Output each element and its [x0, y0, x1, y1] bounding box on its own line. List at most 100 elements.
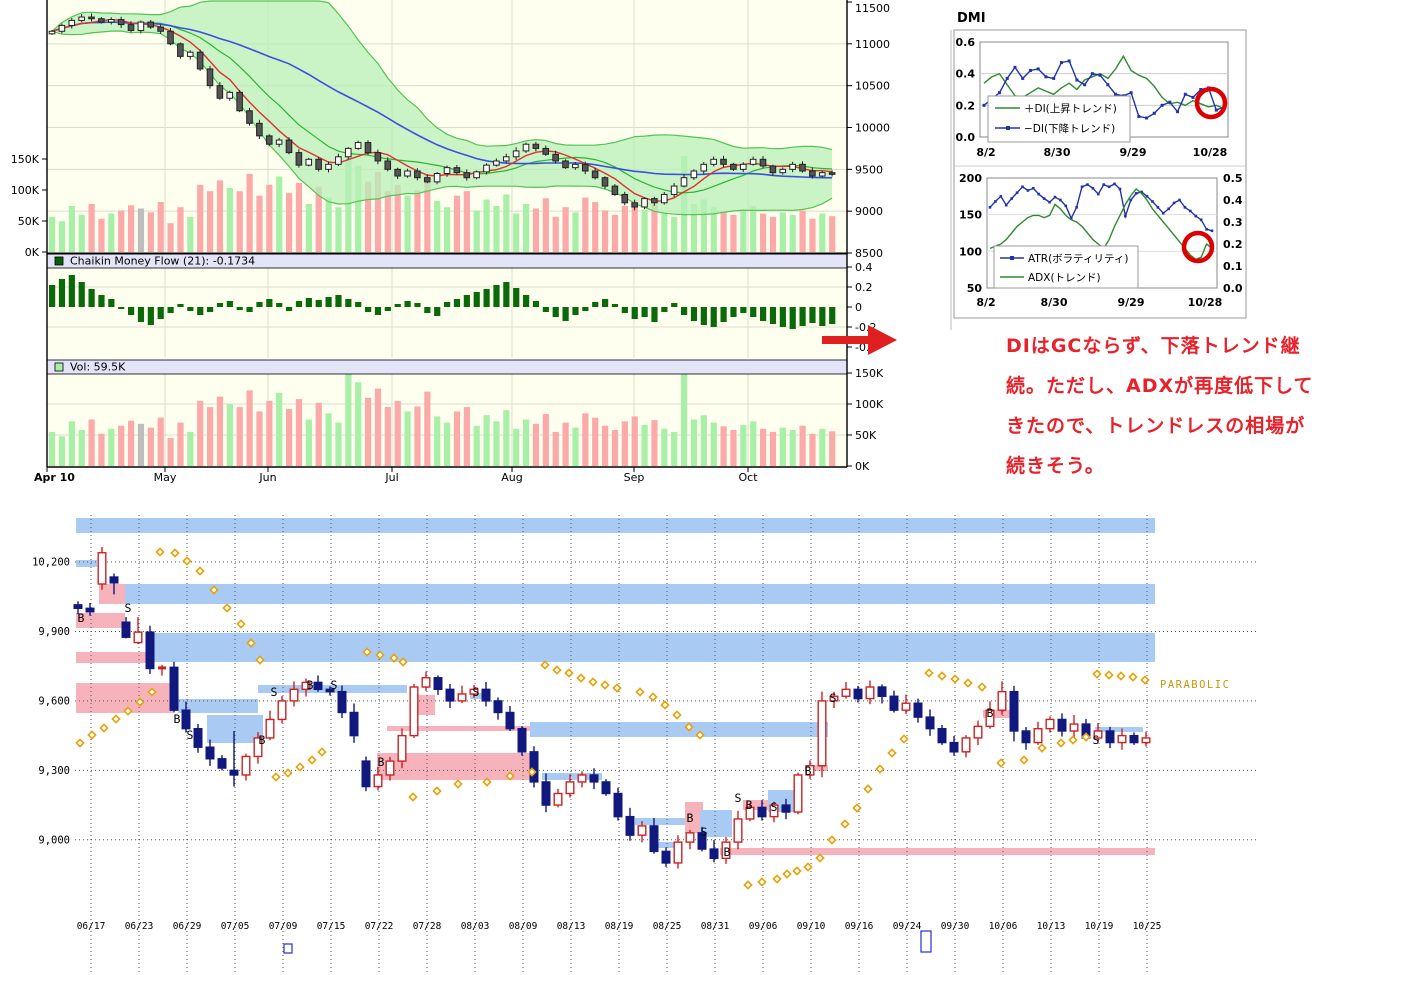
svg-text:11000: 11000: [855, 38, 890, 51]
svg-text:S: S: [701, 825, 708, 839]
svg-text:0.4: 0.4: [1223, 194, 1243, 207]
svg-text:8/2: 8/2: [976, 146, 995, 159]
svg-text:0.1: 0.1: [1223, 260, 1243, 273]
svg-text:9000: 9000: [855, 205, 883, 218]
candlesticks: [73, 546, 1151, 869]
svg-text:8/30: 8/30: [1044, 146, 1071, 159]
svg-text:S: S: [473, 685, 480, 699]
svg-text:9,300: 9,300: [38, 765, 70, 777]
note-line: DIはGCならず、下落トレンド継: [1006, 335, 1301, 357]
svg-text:B: B: [174, 712, 181, 726]
svg-text:100K: 100K: [855, 398, 884, 411]
svg-text:B: B: [307, 678, 314, 692]
svg-text:8/2: 8/2: [976, 296, 995, 309]
red-circle-annotation: [1194, 86, 1228, 120]
svg-text:50: 50: [967, 282, 983, 295]
axis-labels: 10,200 9,900 9,600 9,300 9,000 06/17 06/23 06/2…: [32, 557, 1161, 933]
svg-text:09/24: 09/24: [893, 921, 922, 932]
svg-text:S: S: [771, 800, 778, 814]
svg-text:100K: 100K: [11, 184, 40, 197]
svg-text:＋DI(上昇トレンド): ＋DI(上昇トレンド): [1024, 103, 1117, 115]
svg-text:8500: 8500: [855, 247, 883, 260]
svg-text:09/16: 09/16: [845, 921, 874, 932]
svg-text:07/09: 07/09: [269, 921, 298, 932]
svg-text:B: B: [987, 706, 994, 720]
svg-text:Chaikin Money Flow (21): -0.17: Chaikin Money Flow (21): -0.1734: [70, 255, 255, 268]
svg-text:9,000: 9,000: [38, 834, 70, 846]
svg-text:06/23: 06/23: [125, 921, 154, 932]
svg-text:Jul: Jul: [384, 471, 398, 484]
svg-text:100: 100: [959, 245, 982, 258]
red-circle-annotation: [1181, 230, 1215, 264]
svg-text:May: May: [154, 471, 177, 484]
svg-text:0.3: 0.3: [1223, 216, 1243, 229]
cmf-bars: [49, 275, 836, 329]
svg-text:200: 200: [959, 172, 982, 185]
red-arrow-icon: [822, 325, 897, 355]
atr-adx-legend: ATR(ボラティリティ) ADX(トレンド): [993, 245, 1139, 289]
svg-text:0.2: 0.2: [855, 281, 873, 294]
note-line: 続きそう。: [1006, 455, 1105, 477]
svg-text:0.4: 0.4: [956, 68, 976, 81]
svg-text:8/30: 8/30: [1041, 296, 1068, 309]
svg-text:DMI: DMI: [957, 11, 986, 26]
svg-text:−DI(下降トレンド): −DI(下降トレンド): [1024, 122, 1115, 135]
svg-text:08/09: 08/09: [509, 921, 538, 932]
svg-text:9,600: 9,600: [38, 695, 70, 707]
svg-text:08/13: 08/13: [557, 921, 586, 932]
svg-text:0.2: 0.2: [1223, 238, 1243, 251]
svg-text:Jun: Jun: [258, 471, 276, 484]
svg-text:10/28: 10/28: [1188, 296, 1223, 309]
daily-candlestick-chart: 10,200 9,900 9,600 9,300 9,000 06/17 06/23 06/2…: [32, 515, 1256, 975]
svg-text:B: B: [724, 845, 731, 859]
svg-text:Oct: Oct: [738, 471, 758, 484]
parabolic-label: PARABOLIC: [1160, 679, 1229, 691]
svg-text:150K: 150K: [11, 153, 40, 166]
svg-text:09/30: 09/30: [941, 921, 970, 932]
price-volume-cmf-chart: Chaikin Money Flow (21): -0.1734 Vol: 59.…: [11, 0, 890, 484]
svg-text:0.0: 0.0: [1223, 282, 1243, 295]
svg-text:06/17: 06/17: [77, 921, 106, 932]
svg-text:ADX(トレンド): ADX(トレンド): [1028, 272, 1101, 284]
svg-text:0.2: 0.2: [956, 99, 976, 112]
svg-text:08/31: 08/31: [701, 921, 730, 932]
svg-text:Apr 10: Apr 10: [34, 471, 75, 484]
svg-text:10/19: 10/19: [1085, 921, 1114, 932]
svg-text:09/10: 09/10: [797, 921, 826, 932]
candlesticks: [48, 13, 836, 211]
svg-text:B: B: [805, 764, 812, 778]
moving-averages: [51, 18, 833, 202]
svg-text:9/29: 9/29: [1120, 146, 1147, 159]
note-line: きたので、トレンドレスの相場が: [1006, 415, 1306, 437]
svg-text:S: S: [125, 601, 132, 615]
svg-text:S: S: [1093, 733, 1100, 747]
svg-text:9,900: 9,900: [38, 626, 70, 638]
svg-text:50K: 50K: [855, 429, 877, 442]
stray-candle-fragments: [283, 930, 932, 954]
svg-text:9500: 9500: [855, 163, 883, 176]
svg-text:10000: 10000: [855, 122, 890, 135]
legend-strips: Chaikin Money Flow (21): -0.1734 Vol: 59.…: [46, 253, 848, 375]
svg-text:10/25: 10/25: [1133, 921, 1162, 932]
svg-text:B: B: [378, 755, 385, 769]
svg-text:S: S: [331, 678, 338, 692]
svg-text:0.4: 0.4: [855, 261, 873, 274]
svg-text:08/25: 08/25: [653, 921, 682, 932]
svg-text:10/13: 10/13: [1037, 921, 1066, 932]
support-resistance-bands: [76, 518, 1155, 855]
svg-text:S: S: [187, 728, 194, 742]
note-line: 続。ただし、ADXが再度低下して: [1006, 375, 1314, 397]
svg-text:B: B: [687, 811, 694, 825]
svg-text:0.5: 0.5: [1223, 172, 1243, 185]
svg-text:08/19: 08/19: [605, 921, 634, 932]
analysis-note: DIはGCならず、下落トレンド継 続。ただし、ADXが再度低下して きたので、ト…: [1006, 326, 1366, 486]
svg-text:B: B: [259, 733, 266, 747]
svg-text:S: S: [735, 791, 742, 805]
svg-text:Vol: 59.5K: Vol: 59.5K: [70, 361, 126, 374]
svg-text:150K: 150K: [855, 367, 884, 380]
svg-text:08/03: 08/03: [461, 921, 490, 932]
volume-overlay-bars: [49, 156, 836, 252]
